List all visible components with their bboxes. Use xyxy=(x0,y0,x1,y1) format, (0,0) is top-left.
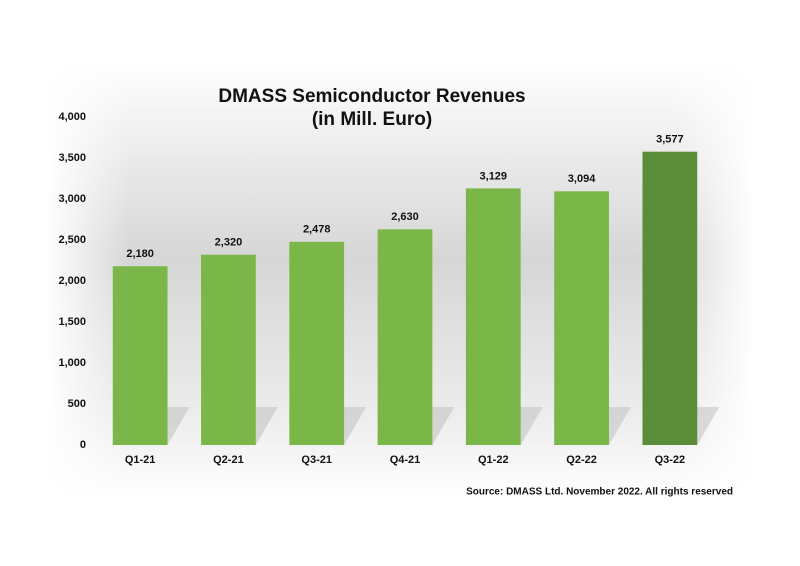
x-tick-label: Q3-22 xyxy=(655,454,686,466)
x-tick-label: Q4-21 xyxy=(390,454,421,466)
data-label: 2,320 xyxy=(215,237,243,249)
y-tick-label: 0 xyxy=(80,439,86,451)
data-label: 3,577 xyxy=(656,134,684,146)
y-tick-label: 1,000 xyxy=(58,357,86,369)
x-tick-label: Q2-21 xyxy=(213,454,244,466)
data-label: 2,478 xyxy=(303,224,331,236)
bar xyxy=(112,266,168,445)
y-tick-label: 3,000 xyxy=(58,193,86,205)
chart-title: DMASS Semiconductor Revenues xyxy=(218,86,525,107)
x-tick-label: Q1-22 xyxy=(478,454,509,466)
y-tick-label: 2,500 xyxy=(58,234,86,246)
bar xyxy=(642,151,698,445)
y-tick-label: 4,000 xyxy=(58,111,86,123)
bar xyxy=(377,229,433,445)
bar xyxy=(289,241,345,445)
data-label: 2,630 xyxy=(391,211,419,223)
bar xyxy=(201,254,256,445)
x-tick-label: Q3-21 xyxy=(301,454,332,466)
bar xyxy=(465,188,521,445)
bar xyxy=(554,191,609,445)
data-label: 2,180 xyxy=(126,248,154,260)
y-tick-label: 2,000 xyxy=(58,275,86,287)
source-note: Source: DMASS Ltd. November 2022. All ri… xyxy=(466,487,733,498)
y-tick-label: 3,500 xyxy=(58,152,86,164)
chart-subtitle: (in Mill. Euro) xyxy=(312,109,432,130)
x-tick-label: Q2-22 xyxy=(566,454,597,466)
data-label: 3,129 xyxy=(480,170,508,182)
y-tick-label: 1,500 xyxy=(58,316,86,328)
x-tick-label: Q1-21 xyxy=(125,454,156,466)
y-tick-label: 500 xyxy=(68,398,86,410)
data-label: 3,094 xyxy=(568,173,596,185)
